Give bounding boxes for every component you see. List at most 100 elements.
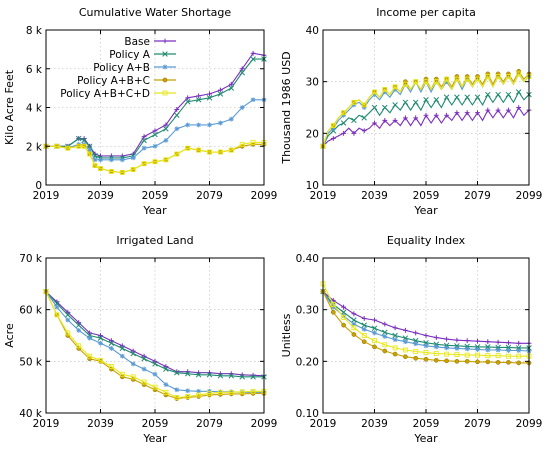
data-point bbox=[152, 358, 158, 364]
data-point bbox=[433, 357, 439, 363]
data-point bbox=[361, 128, 367, 134]
y-tick-label: 0.20 bbox=[296, 356, 319, 368]
data-point bbox=[392, 325, 398, 331]
data-point bbox=[464, 352, 470, 358]
y-tick-label: 20 bbox=[306, 128, 319, 140]
data-point bbox=[152, 159, 158, 165]
legend-marker bbox=[162, 64, 168, 70]
data-point bbox=[217, 149, 223, 155]
data-point bbox=[433, 76, 439, 82]
data-point bbox=[382, 342, 388, 348]
data-point bbox=[361, 326, 367, 332]
data-point bbox=[98, 157, 103, 163]
data-point bbox=[372, 317, 377, 323]
data-point bbox=[228, 373, 235, 379]
data-point bbox=[174, 369, 180, 376]
data-point bbox=[454, 337, 460, 343]
y-tick-label: 0 bbox=[35, 180, 42, 192]
data-point bbox=[54, 304, 60, 310]
chart-panel-3: 2019 2039 2059 2079 2099 40 k 50 k 60 k 70 k Irri… bbox=[3, 234, 277, 445]
x-tick-label: 2039 bbox=[361, 418, 388, 430]
x-tick-label: 2059 bbox=[413, 190, 440, 202]
data-point bbox=[433, 96, 440, 103]
data-point bbox=[152, 384, 158, 390]
x-tick-label: 2059 bbox=[142, 190, 169, 202]
data-point bbox=[351, 99, 357, 105]
legend-marker bbox=[162, 90, 168, 96]
x-axis-label: Year bbox=[142, 204, 167, 217]
data-point bbox=[444, 79, 449, 85]
data-point bbox=[218, 87, 223, 93]
data-point bbox=[76, 320, 82, 325]
data-point bbox=[361, 322, 367, 328]
data-point bbox=[423, 96, 429, 103]
y-tick-label: 0.40 bbox=[296, 253, 319, 265]
data-point bbox=[340, 120, 347, 126]
data-point bbox=[516, 353, 522, 359]
x-tick-label: 2019 bbox=[310, 418, 337, 430]
legend-label: Policy A+B bbox=[93, 62, 150, 74]
data-point bbox=[361, 102, 367, 108]
data-point bbox=[495, 353, 501, 359]
data-point bbox=[341, 304, 346, 310]
y-tick-label: 40 k bbox=[19, 408, 43, 420]
y-tick-label: 40 bbox=[306, 25, 319, 37]
data-point bbox=[506, 71, 511, 77]
data-point bbox=[464, 338, 470, 344]
data-point bbox=[330, 304, 336, 310]
data-point bbox=[505, 91, 512, 98]
data-point bbox=[423, 76, 429, 82]
chart-panel-2: 2019 2039 2059 2079 2099 10 20 30 40 Income per c… bbox=[280, 6, 542, 217]
data-point bbox=[87, 353, 93, 359]
y-axis-label: Thousand 1986 USD bbox=[280, 51, 293, 164]
data-point bbox=[92, 163, 98, 169]
legend-marker bbox=[162, 77, 168, 83]
data-point bbox=[485, 353, 491, 359]
data-point bbox=[413, 341, 419, 347]
data-point bbox=[372, 89, 377, 95]
data-point bbox=[382, 104, 388, 111]
data-point bbox=[464, 74, 470, 79]
data-point bbox=[119, 353, 125, 359]
data-point bbox=[196, 122, 201, 128]
data-point bbox=[239, 69, 245, 76]
data-point bbox=[185, 95, 191, 101]
data-point bbox=[76, 143, 82, 149]
data-point bbox=[196, 388, 201, 394]
x-tick-label: 2099 bbox=[251, 418, 278, 430]
data-point bbox=[75, 322, 82, 328]
data-point bbox=[392, 118, 398, 123]
y-tick-label: 30 bbox=[306, 77, 319, 89]
data-point bbox=[382, 348, 388, 354]
data-point bbox=[454, 74, 460, 79]
legend-marker bbox=[162, 38, 168, 44]
data-point bbox=[361, 339, 367, 345]
data-point bbox=[228, 389, 234, 395]
data-point bbox=[392, 351, 398, 357]
data-point bbox=[184, 370, 191, 377]
y-axis-label: Acre bbox=[3, 323, 16, 348]
data-point bbox=[185, 394, 191, 399]
chart-panel-4: 2019 2039 2059 2079 2099 0.10 0.20 0.30 0.40 Equa… bbox=[280, 234, 542, 445]
data-point bbox=[361, 316, 367, 321]
data-point bbox=[98, 357, 103, 363]
data-point bbox=[485, 74, 491, 79]
x-tick-label: 2039 bbox=[87, 418, 114, 430]
data-point bbox=[217, 389, 223, 395]
x-tick-label: 2079 bbox=[464, 190, 491, 202]
data-point bbox=[372, 120, 377, 126]
data-point bbox=[341, 112, 346, 118]
data-point bbox=[423, 356, 429, 362]
data-point bbox=[250, 97, 256, 103]
data-point bbox=[413, 330, 419, 336]
data-point bbox=[475, 110, 480, 116]
data-point bbox=[207, 122, 212, 128]
data-point bbox=[475, 76, 480, 82]
data-point bbox=[185, 145, 191, 151]
data-point bbox=[413, 349, 419, 354]
data-point bbox=[361, 115, 367, 121]
data-point bbox=[152, 131, 158, 138]
x-tick-label: 2019 bbox=[33, 190, 60, 202]
data-point bbox=[402, 347, 408, 353]
